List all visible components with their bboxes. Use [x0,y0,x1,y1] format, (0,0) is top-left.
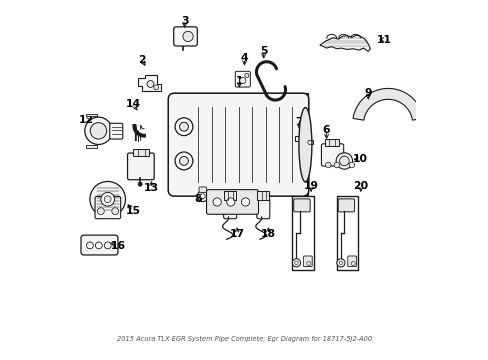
Circle shape [325,162,330,168]
Text: 5: 5 [259,46,267,57]
FancyBboxPatch shape [256,198,269,219]
Circle shape [226,198,234,206]
Circle shape [84,117,112,144]
Circle shape [339,156,348,166]
Circle shape [112,208,119,215]
FancyBboxPatch shape [321,144,343,166]
Polygon shape [86,145,97,148]
Bar [171,93,307,195]
FancyBboxPatch shape [109,123,122,139]
Circle shape [239,77,245,84]
Text: 20: 20 [352,181,367,190]
Circle shape [333,162,339,168]
FancyBboxPatch shape [81,235,118,255]
Circle shape [154,85,158,90]
Text: 1: 1 [235,76,243,86]
Circle shape [306,261,310,266]
Bar [324,139,338,145]
Text: 19: 19 [303,181,318,190]
Circle shape [179,157,188,165]
FancyBboxPatch shape [347,256,356,267]
Text: 9: 9 [364,87,371,98]
FancyBboxPatch shape [95,197,121,219]
FancyBboxPatch shape [223,198,236,219]
FancyBboxPatch shape [303,256,311,267]
Circle shape [241,198,249,206]
Text: 4: 4 [240,53,248,63]
Text: 2: 2 [138,55,145,65]
Circle shape [292,259,300,267]
Text: 13: 13 [143,183,159,193]
Text: 12: 12 [79,115,94,125]
Polygon shape [352,89,423,120]
Text: 6: 6 [322,125,330,135]
Text: 3: 3 [181,16,188,26]
Circle shape [104,196,111,203]
Text: 10: 10 [352,154,367,164]
Circle shape [294,261,298,265]
Text: 18: 18 [261,229,275,239]
Circle shape [197,191,208,202]
Circle shape [90,181,125,217]
Text: 8: 8 [194,194,202,203]
FancyBboxPatch shape [206,190,258,214]
Text: 14: 14 [125,99,141,109]
Text: 17: 17 [229,229,244,239]
Circle shape [90,123,106,139]
FancyBboxPatch shape [173,27,197,46]
Text: 16: 16 [110,242,125,251]
Circle shape [350,261,355,266]
Circle shape [339,261,342,265]
Circle shape [138,182,142,186]
Circle shape [213,198,221,206]
Bar [336,196,357,270]
Circle shape [175,118,192,136]
Circle shape [200,194,205,199]
FancyBboxPatch shape [199,187,206,192]
Bar [292,196,313,270]
Circle shape [183,31,193,41]
Ellipse shape [298,108,311,182]
Polygon shape [295,136,312,144]
FancyBboxPatch shape [235,71,250,87]
Circle shape [336,259,345,267]
Circle shape [307,140,311,144]
Circle shape [244,73,248,77]
Text: 2015 Acura TLX EGR System Pipe Complete, Egr Diagram for 18717-5J2-A00: 2015 Acura TLX EGR System Pipe Complete,… [117,336,371,342]
Bar [224,191,236,200]
FancyBboxPatch shape [293,199,309,212]
Circle shape [335,153,352,169]
Polygon shape [86,114,97,117]
Circle shape [86,242,93,249]
Circle shape [179,122,188,131]
Circle shape [348,162,354,168]
Text: 7: 7 [295,117,303,127]
FancyBboxPatch shape [338,199,354,212]
FancyBboxPatch shape [168,93,308,196]
Circle shape [104,242,111,249]
Circle shape [175,152,192,170]
Polygon shape [319,35,369,51]
Bar [132,149,149,156]
FancyBboxPatch shape [127,153,154,180]
Circle shape [101,192,114,206]
Circle shape [97,208,104,215]
Circle shape [147,81,154,87]
Bar [257,191,269,200]
Text: 11: 11 [376,35,391,45]
Text: 15: 15 [125,206,141,216]
Circle shape [95,242,102,249]
Polygon shape [138,75,161,91]
